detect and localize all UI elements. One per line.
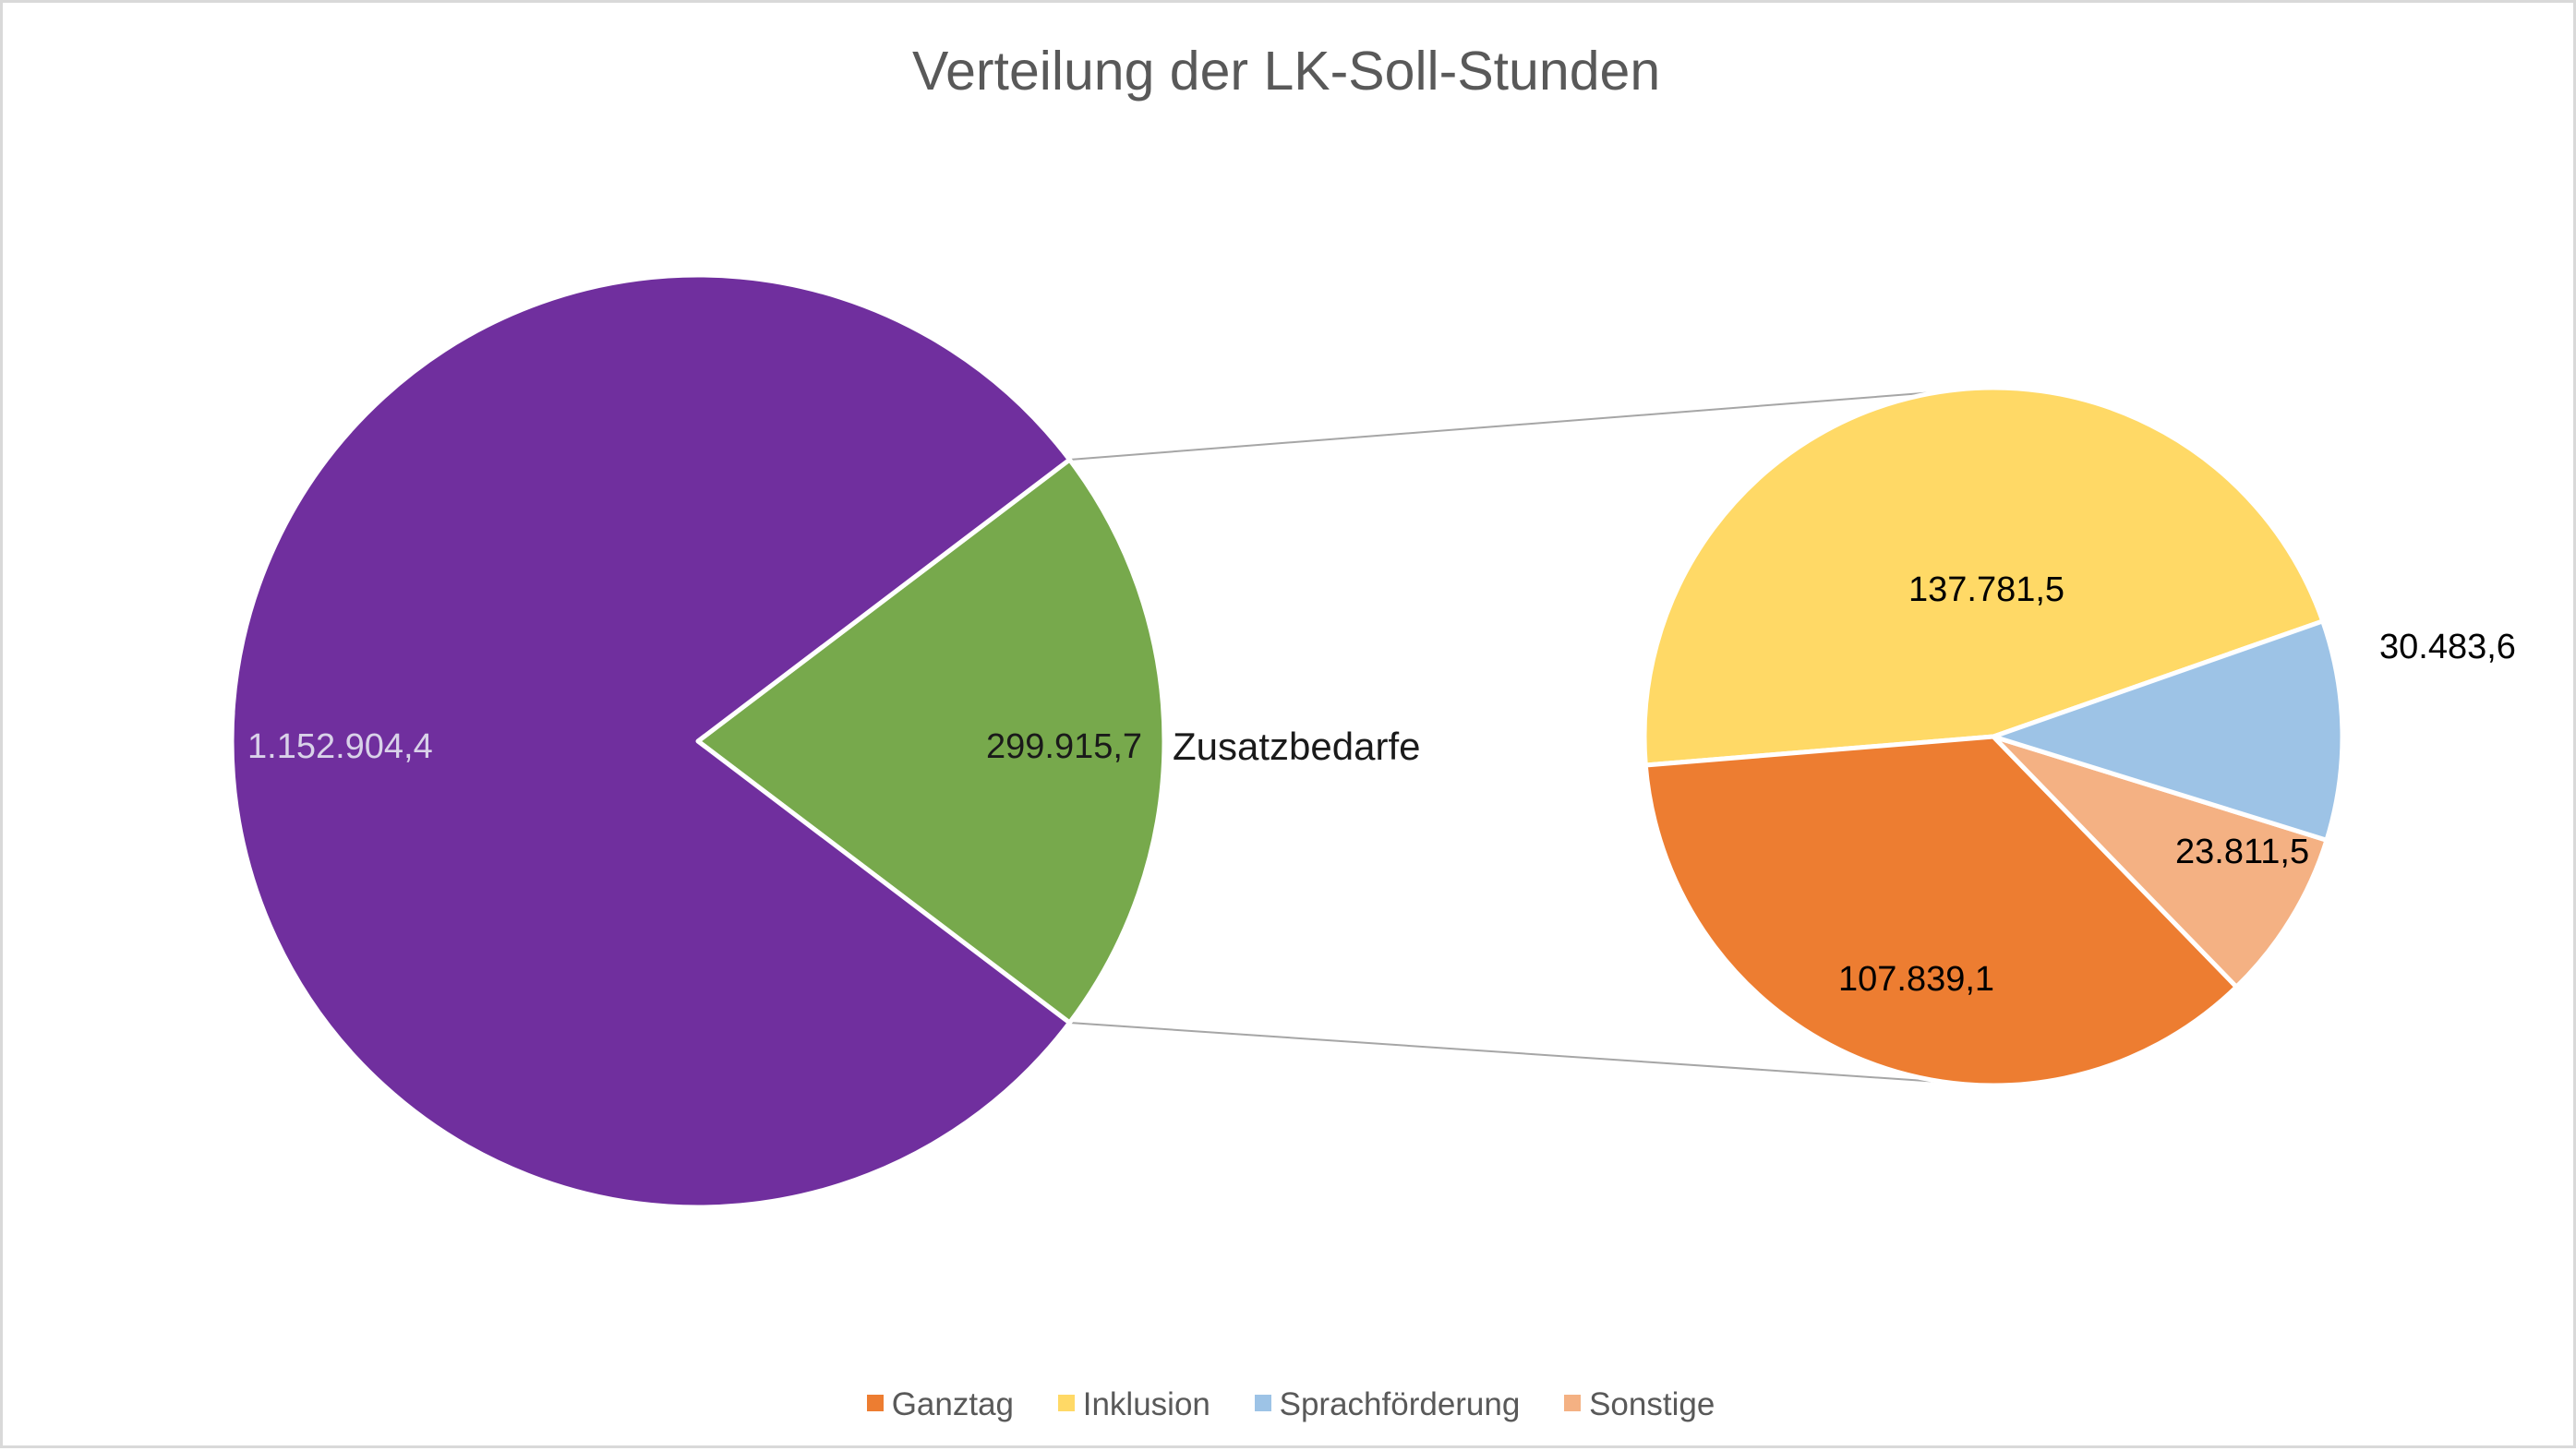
- svg-text:107.839,1: 107.839,1: [1838, 960, 1994, 999]
- svg-text:23.811,5: 23.811,5: [2175, 833, 2309, 871]
- svg-text:299.915,7: 299.915,7: [986, 727, 1142, 766]
- svg-text:Zusatzbedarfe: Zusatzbedarfe: [1173, 725, 1421, 768]
- svg-text:30.483,6: 30.483,6: [2379, 628, 2516, 666]
- svg-text:137.781,5: 137.781,5: [1908, 570, 2064, 609]
- svg-text:1.152.904,4: 1.152.904,4: [247, 727, 433, 766]
